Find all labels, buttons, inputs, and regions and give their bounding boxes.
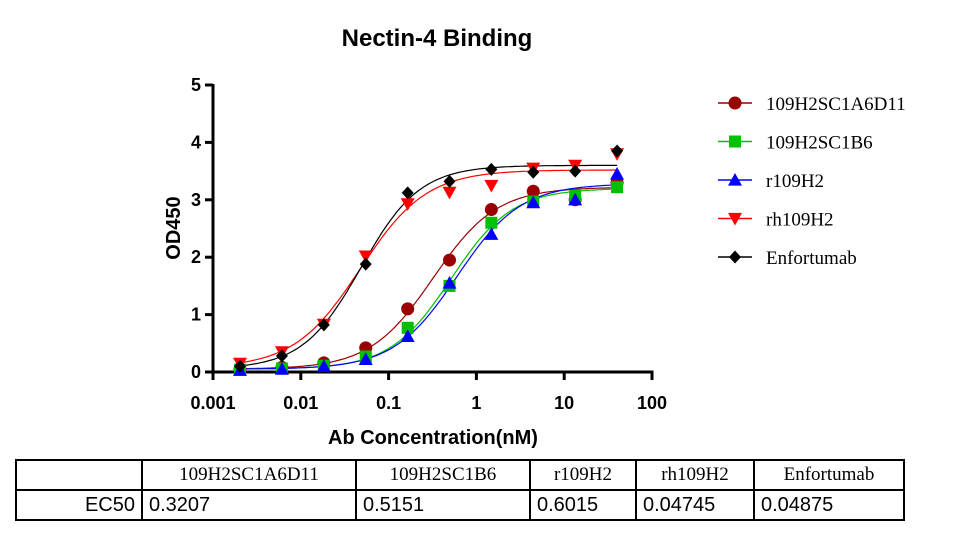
chart: Nectin-4 Binding Ab Concentration(nM) OD… [163, 25, 906, 449]
y-tick-label: 4 [191, 132, 201, 152]
x-tick-label: 1 [471, 393, 481, 413]
data-point-Enfortumab [611, 144, 624, 158]
table-row: EC50 0.3207 0.5151 0.6015 0.04745 0.0487… [15, 489, 905, 521]
data-point-Enfortumab [401, 186, 414, 200]
table-cell: 0.04875 [753, 489, 905, 521]
data-point-Enfortumab [569, 164, 582, 178]
legend-marker [728, 173, 742, 186]
table-header: r109H2 [529, 459, 637, 491]
data-point-109H2SC1B6 [485, 216, 498, 229]
data-point-r109H2 [568, 192, 583, 206]
legend-marker [728, 96, 742, 110]
fit-curve-r109H2 [239, 184, 618, 370]
data-point-rh109H2 [358, 250, 373, 264]
legend-label: rh109H2 [766, 210, 834, 231]
x-tick-label: 0.01 [283, 393, 318, 413]
legend-label: Enfortumab [766, 248, 857, 269]
data-point-109H2SC1B6 [611, 181, 624, 194]
y-tick-label: 3 [191, 190, 201, 210]
legend-marker [728, 212, 742, 226]
data-point-Enfortumab [317, 318, 330, 332]
data-point-109H2SC1B6 [401, 321, 414, 334]
legend-label: r109H2 [766, 171, 824, 192]
fit-curve-109H2SC1B6 [239, 188, 618, 370]
table-cell: 0.3207 [141, 489, 357, 521]
legend-label: 109H2SC1B6 [766, 133, 873, 154]
table-header: rh109H2 [635, 459, 755, 491]
y-tick-label: 0 [191, 362, 201, 382]
table-cell: 0.04745 [635, 489, 755, 521]
data-point-r109H2 [400, 329, 415, 343]
y-axis-label: OD450 [163, 196, 185, 259]
data-point-109H2SC1A6D11 [484, 203, 498, 217]
data-point-rh109H2 [400, 198, 415, 211]
data-point-Enfortumab [359, 257, 372, 271]
data-point-r109H2 [274, 362, 289, 375]
x-tick-label: 100 [637, 393, 667, 413]
data-point-rh109H2 [484, 179, 499, 193]
data-point-r109H2 [484, 227, 499, 240]
data-point-109H2SC1A6D11 [443, 253, 457, 267]
data-point-Enfortumab [485, 162, 498, 176]
legend-marker [729, 250, 741, 264]
fit-curve-rh109H2 [239, 169, 618, 364]
y-tick-label: 2 [191, 247, 201, 267]
data-point-Enfortumab [233, 359, 246, 373]
table-corner [15, 459, 143, 491]
x-axis-label: Ab Concentration(nM) [328, 427, 538, 449]
chart-title: Nectin-4 Binding [342, 25, 533, 52]
data-point-rh109H2 [442, 186, 457, 200]
data-point-r109H2 [358, 352, 373, 365]
table-header-row: 109H2SC1A6D11 109H2SC1B6 r109H2 rh109H2 … [15, 459, 905, 491]
data-point-r109H2 [442, 276, 457, 289]
legend-label: 109H2SC1A6D11 [766, 94, 906, 115]
table-cell: 0.5151 [355, 489, 531, 521]
x-tick-label: 0.001 [190, 393, 235, 413]
data-point-109H2SC1A6D11 [526, 184, 540, 198]
y-tick-label: 5 [191, 75, 201, 95]
table-cell: 0.6015 [529, 489, 637, 521]
fit-curve-109H2SC1A6D11 [239, 187, 618, 370]
x-tick-label: 10 [554, 393, 574, 413]
data-point-r109H2 [526, 195, 541, 209]
data-point-Enfortumab [443, 174, 456, 188]
ec50-table: 109H2SC1A6D11 109H2SC1B6 r109H2 rh109H2 … [15, 459, 905, 521]
table-header: Enfortumab [753, 459, 905, 491]
table-header: 109H2SC1B6 [355, 459, 531, 491]
data-point-109H2SC1A6D11 [401, 302, 415, 316]
y-tick-label: 1 [191, 305, 201, 325]
table-header: 109H2SC1A6D11 [141, 459, 357, 491]
data-point-r109H2 [316, 359, 331, 372]
row-label: EC50 [15, 489, 143, 521]
fit-curve-Enfortumab [239, 164, 618, 367]
data-point-Enfortumab [527, 165, 540, 179]
data-point-Enfortumab [275, 349, 288, 363]
data-point-r109H2 [610, 166, 625, 180]
x-tick-label: 0.1 [376, 393, 401, 413]
legend-marker [729, 135, 741, 148]
